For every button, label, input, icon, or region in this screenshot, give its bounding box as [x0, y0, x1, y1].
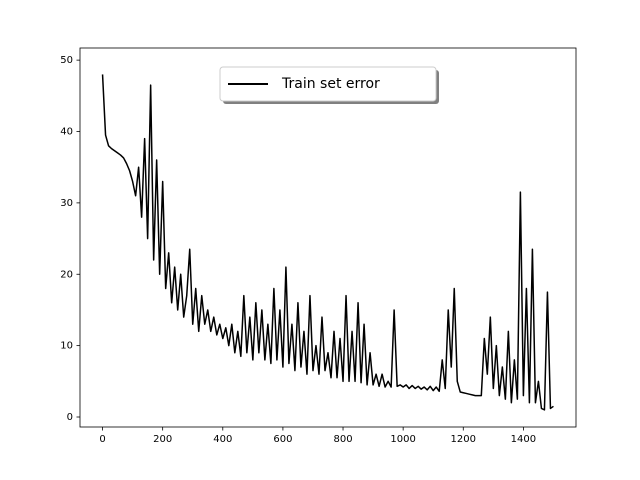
- legend-label: Train set error: [281, 76, 380, 92]
- x-tick-label: 1400: [511, 434, 536, 445]
- y-tick-label: 50: [60, 55, 73, 66]
- x-tick-label: 1200: [451, 434, 476, 445]
- legend: [219, 66, 437, 102]
- axes-frame: [79, 47, 577, 428]
- y-tick-label: 10: [60, 341, 73, 352]
- y-tick-label: 40: [60, 127, 73, 138]
- line-series: [101, 74, 554, 411]
- x-tick-label: 400: [213, 434, 232, 445]
- x-tick-label: 200: [153, 434, 172, 445]
- x-tick-label: 0: [99, 434, 105, 445]
- x-tick-label: 1000: [390, 434, 415, 445]
- x-tick-label: 800: [333, 434, 352, 445]
- y-tick-label: 20: [60, 269, 73, 280]
- x-tick-label: 600: [273, 434, 292, 445]
- y-tick-label: 0: [67, 412, 73, 423]
- y-tick-label: 30: [60, 198, 73, 209]
